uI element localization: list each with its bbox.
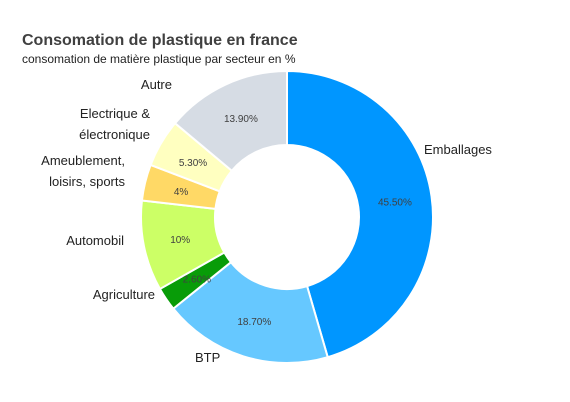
donut-slice — [173, 69, 288, 173]
category-label: Ameublement, loisirs, sports — [41, 153, 125, 189]
data-label: 13.90% — [224, 114, 258, 125]
donut-slice — [286, 69, 434, 359]
category-label: Electrique & électronique — [79, 106, 150, 142]
category-label: BTP — [195, 350, 220, 365]
data-label: 10% — [170, 235, 190, 246]
chart-subtitle: consomation de matière plastique par sec… — [22, 52, 296, 66]
donut-slice — [171, 260, 329, 364]
category-label: Autre — [141, 77, 172, 92]
data-label: 45.50% — [378, 198, 412, 209]
category-label: Agriculture — [93, 287, 155, 302]
category-label: Emballages — [424, 142, 492, 157]
data-label: 4% — [174, 187, 189, 198]
data-label: 5.30% — [179, 158, 207, 169]
category-label: Automobil — [66, 233, 124, 248]
data-label: 2.60% — [183, 274, 211, 285]
chart-title: Consomation de plastique en france — [22, 32, 298, 49]
data-label: 18.70% — [237, 317, 271, 328]
